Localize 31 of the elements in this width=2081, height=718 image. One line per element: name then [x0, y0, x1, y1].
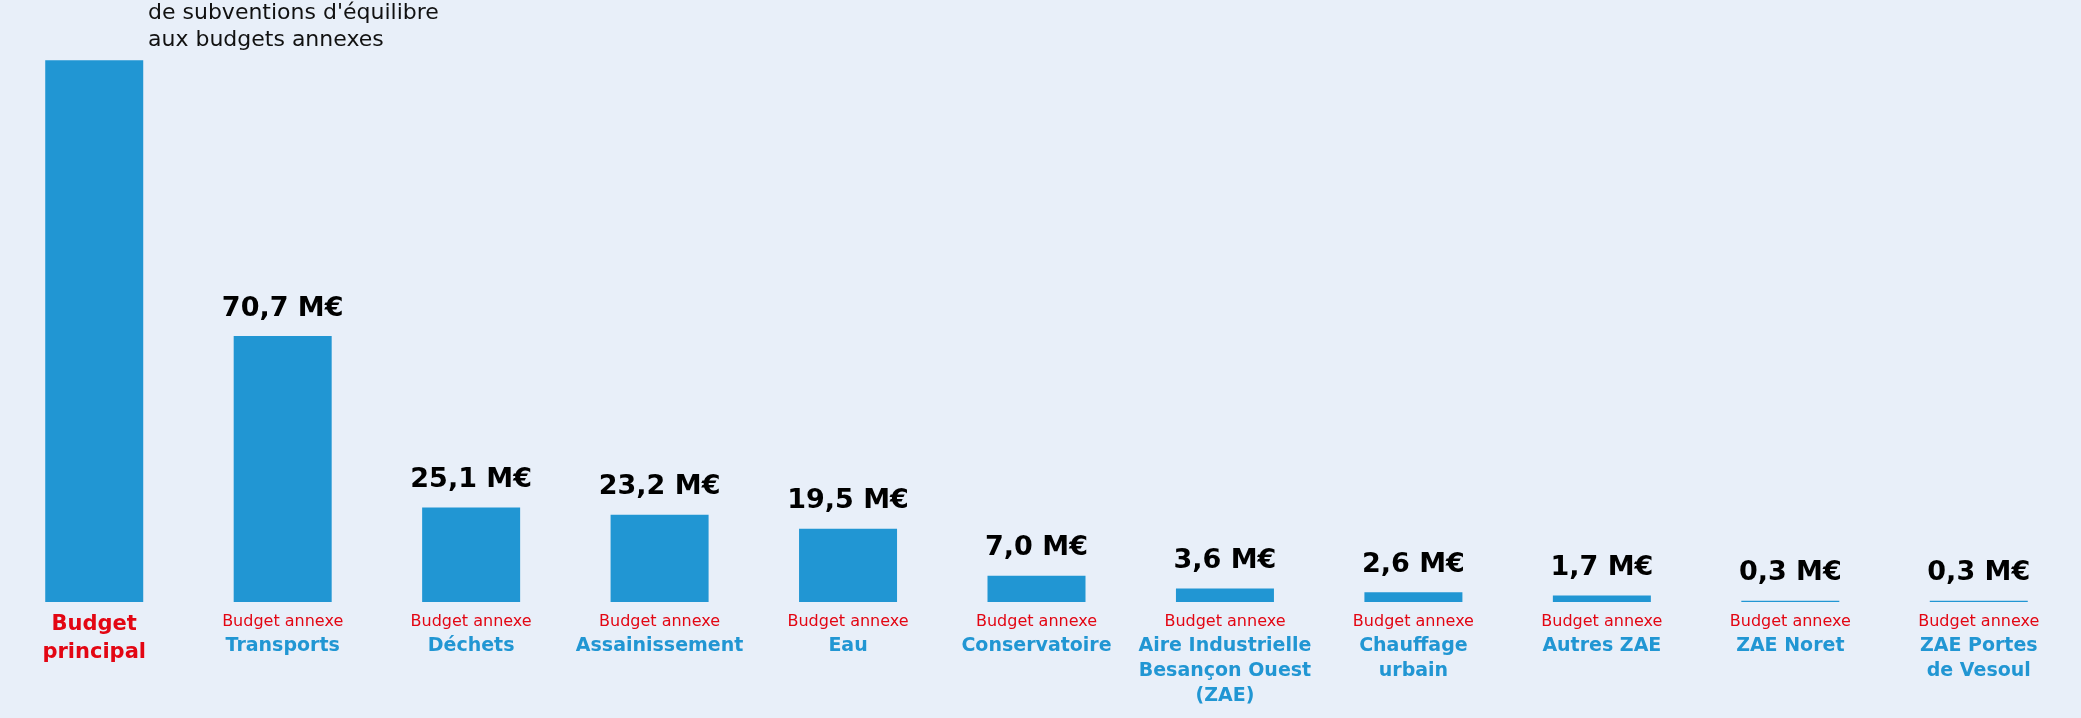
bar	[987, 575, 1086, 602]
bar	[1364, 592, 1463, 602]
data-label: 7,0 M€	[985, 530, 1088, 562]
data-label: 1,7 M€	[1550, 550, 1654, 582]
bar	[422, 507, 521, 602]
x-tick-label: Budget annexe ZAE Portes de Vesoul	[1918, 611, 2040, 681]
x-tick-label: Budget principal	[42, 610, 147, 663]
bar	[45, 60, 144, 602]
bar	[799, 528, 898, 602]
data-label: 25,1 M€	[410, 462, 532, 494]
x-tick-label: Budget annexe Transports	[222, 611, 344, 656]
x-tick-label: Budget annexe Conservatoire	[961, 611, 1112, 656]
bar	[1552, 595, 1651, 602]
data-label: 70,7 M€	[221, 290, 344, 322]
bar	[233, 335, 332, 602]
x-tick-label: Budget annexe Aire Industrielle Besançon Ouest (ZAE)	[1138, 611, 1312, 706]
bar	[1175, 588, 1274, 602]
text: de subventions d'équilibre aux budgets annexes	[148, 0, 439, 51]
x-tick-label: Budget annexe Chauffage urbain	[1352, 611, 1474, 681]
x-tick-label: Budget annexe ZAE Noret	[1729, 611, 1851, 656]
x-tick-label: Budget annexe Assainissement	[575, 611, 744, 656]
x-tick-label: Budget annexe Déchets	[410, 611, 532, 656]
data-label: 19,5 M€	[787, 483, 909, 515]
bar	[610, 514, 709, 602]
data-label: 3,6 M€	[1173, 542, 1277, 574]
data-label: 0,3 M€	[1738, 555, 1842, 587]
x-tick-label: Budget annexe Autres ZAE	[1541, 611, 1663, 656]
data-label: 0,3 M€	[1927, 555, 2031, 587]
data-label: 23,2 M€	[598, 469, 721, 501]
data-label: 2,6 M€	[1361, 546, 1465, 578]
x-tick-label: Budget annexe Eau	[787, 611, 909, 656]
